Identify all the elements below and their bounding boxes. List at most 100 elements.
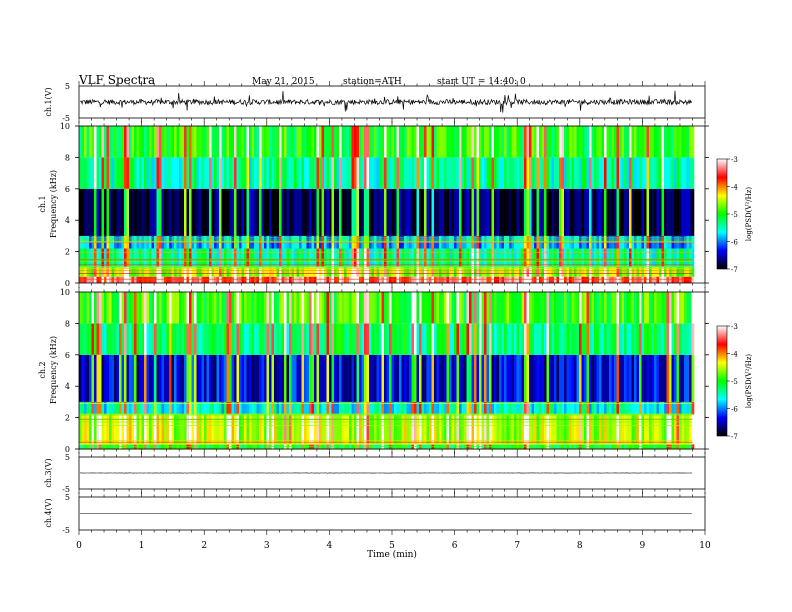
spectrogram-cell	[684, 157, 687, 189]
spectrogram-cell	[161, 267, 165, 277]
frequency-tick-label: 2	[65, 248, 70, 257]
spectrogram-cell	[251, 267, 255, 277]
spectrogram-cell	[124, 188, 127, 236]
spectrogram-cell	[194, 157, 197, 189]
spectrogram-cell	[554, 276, 557, 283]
spectrogram-cell	[661, 292, 665, 324]
spectrogram-cell	[566, 323, 570, 355]
spectrogram-tone-line	[79, 413, 693, 415]
spectrogram-cell	[421, 267, 425, 277]
spectrogram-cell	[469, 188, 472, 236]
spectrogram-cell	[639, 126, 642, 158]
spectrogram-cell	[529, 323, 532, 355]
spectrogram-cell	[416, 276, 420, 283]
spectrogram-cell	[279, 276, 282, 283]
spectrogram-cell	[81, 354, 85, 402]
spectrogram-cell	[679, 188, 682, 236]
spectrogram-cell	[346, 188, 350, 236]
spectrogram-cell	[386, 126, 390, 158]
spectrogram-cell	[151, 267, 155, 277]
spectrogram-cell	[196, 276, 200, 283]
spectrogram-cell	[621, 188, 625, 236]
spectrogram-cell	[584, 188, 587, 236]
spectrogram-cell	[314, 248, 317, 268]
spectrogram-cell	[149, 248, 152, 268]
spectrogram-cell	[629, 267, 632, 277]
spectrogram-cell	[306, 354, 310, 402]
spectrogram-cell	[451, 267, 455, 277]
spectrogram-cell	[331, 248, 335, 268]
spectrogram-cell	[241, 267, 245, 277]
spectrogram-cell	[481, 401, 485, 415]
spectrogram-cell	[644, 292, 647, 324]
spectrogram-cell	[691, 276, 695, 283]
spectrogram-cell	[86, 157, 90, 189]
spectrogram-cell	[271, 401, 275, 415]
spectrogram-cell	[676, 276, 680, 283]
spectrogram-cell	[621, 323, 625, 355]
spectrogram-cell	[204, 276, 207, 283]
spectrogram-cell	[214, 354, 217, 402]
spectrogram-cell	[366, 323, 370, 355]
spectrogram-cell	[89, 414, 92, 445]
spectrogram-cell	[624, 323, 627, 355]
spectrogram-cell	[134, 157, 137, 189]
spectrogram-cell	[264, 267, 267, 277]
spectrogram-cell	[414, 414, 417, 445]
spectrogram-cell	[516, 292, 520, 324]
spectrogram-cell	[101, 157, 105, 189]
spectrogram-cell	[366, 126, 370, 158]
spectrogram-cell	[646, 188, 650, 236]
spectrogram-cell	[296, 323, 300, 355]
spectrogram-cell	[134, 354, 137, 402]
spectrogram-cell	[204, 157, 207, 189]
spectrogram-cell	[654, 188, 657, 236]
spectrogram-cell	[314, 157, 317, 189]
spectrogram-cell	[494, 354, 497, 402]
spectrogram-cell	[96, 188, 100, 236]
spectrogram-cell	[194, 354, 197, 402]
spectrogram-cell	[89, 188, 92, 236]
spectrogram-cell	[569, 248, 572, 268]
spectrogram-cell	[109, 276, 112, 283]
spectrogram-cell	[316, 276, 320, 283]
spectrogram-cell	[339, 323, 342, 355]
spectrogram-cell	[516, 401, 520, 415]
spectrogram-cell	[324, 414, 327, 445]
spectrogram-cell	[394, 354, 397, 402]
spectrogram-cell	[99, 248, 102, 268]
spectrogram-cell	[549, 126, 552, 158]
spectrogram-cell	[254, 292, 257, 324]
spectrogram-cell	[601, 401, 605, 415]
spectrogram-cell	[594, 188, 597, 236]
spectrogram-cell	[166, 276, 170, 283]
spectrogram-cell	[219, 248, 222, 268]
spectrogram-cell	[119, 414, 122, 445]
spectrogram-cell	[184, 267, 187, 277]
spectrogram-cell	[109, 126, 112, 158]
spectrogram-cell	[396, 267, 400, 277]
spectrogram-cell	[329, 276, 332, 283]
frequency-tick-label: 6	[65, 351, 70, 360]
spectrogram-cell	[481, 323, 485, 355]
spectrogram-cell	[616, 414, 620, 445]
spectrogram-cell	[564, 267, 567, 277]
spectrogram-cell	[376, 276, 380, 283]
spectrogram-cell	[369, 401, 372, 415]
spectrogram-cell	[286, 276, 290, 283]
spectrogram-cell	[114, 267, 117, 277]
spectrogram-cell	[94, 267, 97, 277]
spectrogram-cell	[464, 292, 467, 324]
spectrogram-cell	[571, 292, 575, 324]
spectrogram-cell	[94, 354, 97, 402]
spectrogram-cell	[594, 126, 597, 158]
spectrogram-cell	[491, 292, 495, 324]
spectrogram-cell	[644, 248, 647, 268]
spectrogram-cell	[506, 188, 510, 236]
spectrogram-cell	[319, 292, 322, 324]
spectrogram-cell	[521, 248, 525, 268]
spectrogram-cell	[326, 401, 330, 415]
spectrogram-cell	[201, 401, 205, 415]
spectrogram-cell	[159, 292, 162, 324]
spectrogram-cell	[416, 267, 420, 277]
